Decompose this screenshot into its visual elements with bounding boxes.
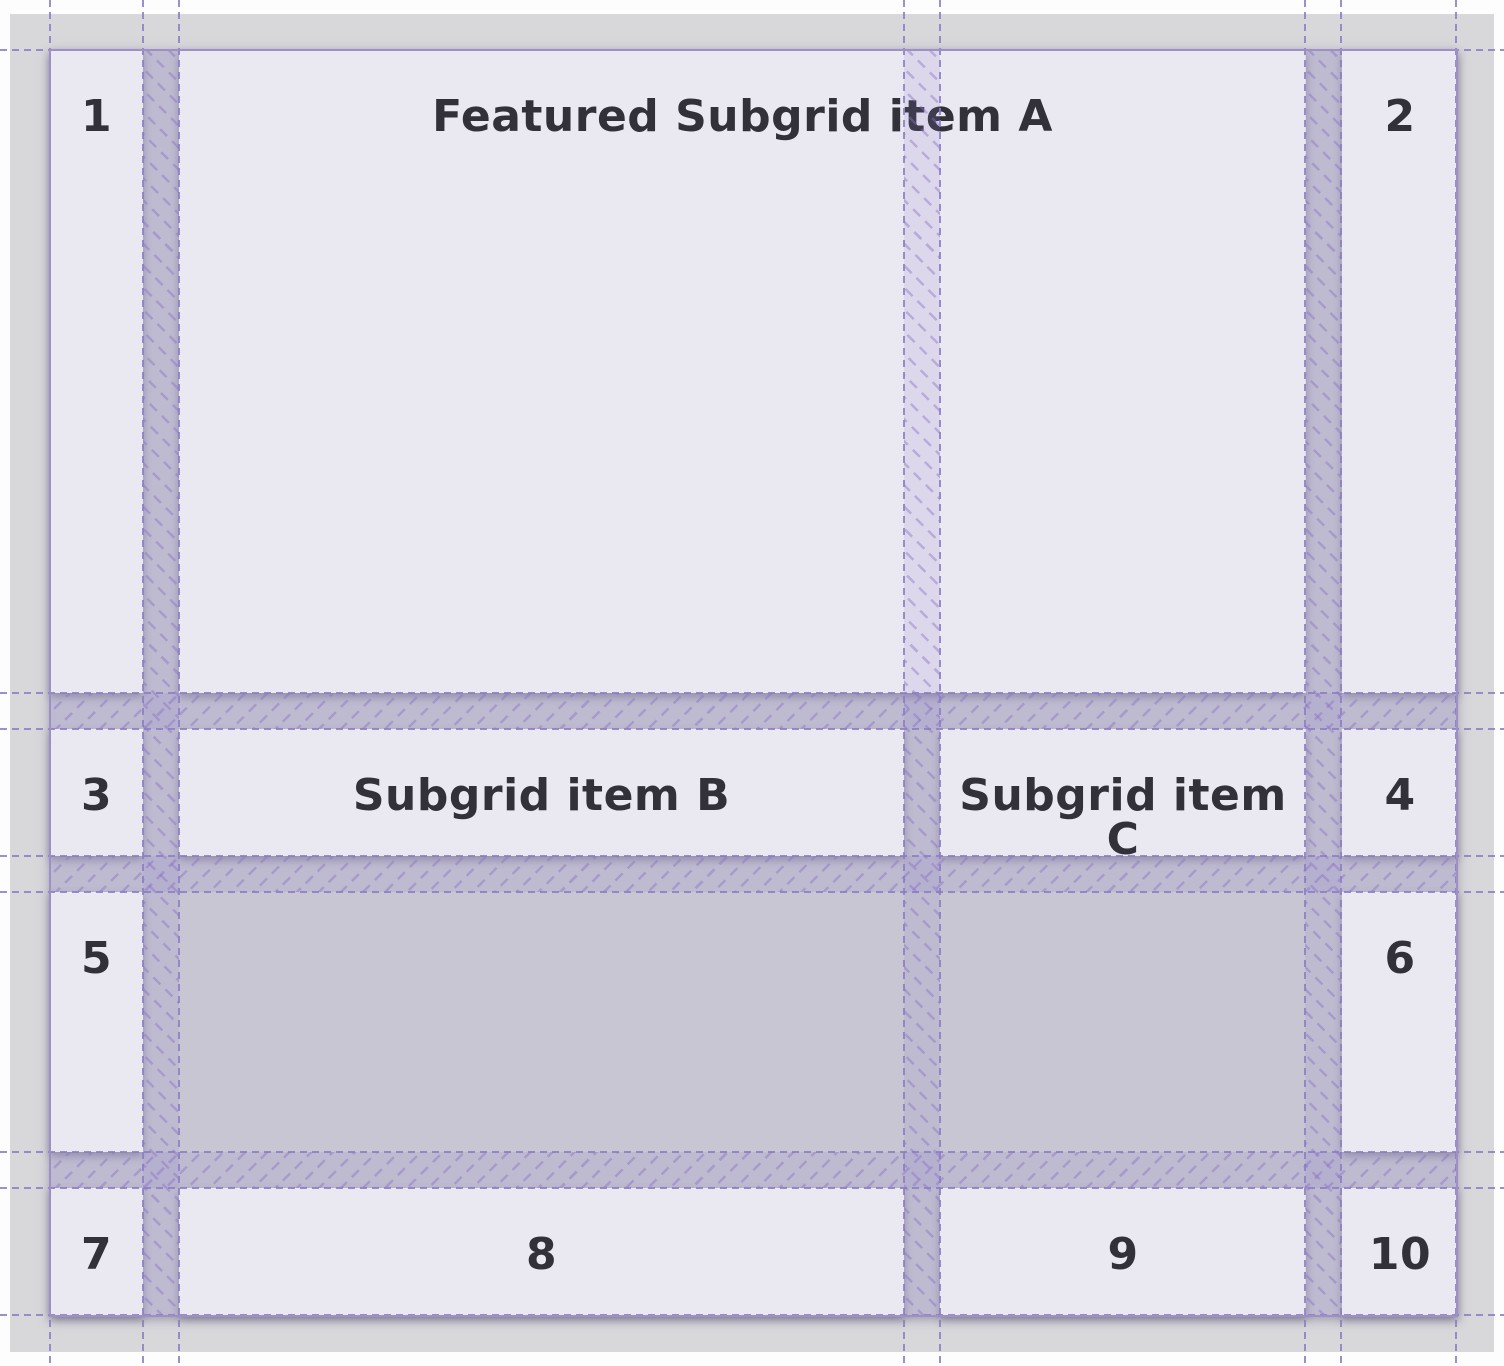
grid-item-label: Subgrid item C: [959, 770, 1287, 865]
grid-item-label: 5: [80, 933, 113, 984]
grid-item-3: 3: [50, 729, 143, 856]
grid-item-label: 4: [1384, 770, 1416, 821]
grid-item-label: 6: [1384, 933, 1416, 984]
grid-item-2: 2: [1342, 50, 1458, 693]
grid-item-7: 7: [50, 1188, 143, 1316]
grid-item-9: 9: [940, 1188, 1306, 1316]
grid-item-label: 7: [80, 1229, 113, 1280]
grid-item-4: 4: [1342, 729, 1458, 856]
grid-item-label: Featured Subgrid item A: [432, 91, 1053, 142]
grid-item-8: 8: [179, 1188, 904, 1316]
grid-item-label: 1: [80, 91, 113, 142]
grid-item-5: 5: [50, 892, 143, 1152]
grid-item-label: 10: [1368, 1229, 1432, 1280]
grid-item-10: 10: [1342, 1188, 1458, 1316]
grid-item-label: 9: [1107, 1229, 1139, 1280]
grid-item-subgrid-c: Subgrid item C: [940, 729, 1306, 862]
grid-item-1: 1: [50, 50, 143, 693]
grid-container: 1 Featured Subgrid item A 2 3 Subgrid it…: [50, 50, 1458, 1316]
grid-item-subgrid-b: Subgrid item B: [179, 729, 904, 856]
grid-item-label: 8: [525, 1229, 558, 1280]
grid-item-label: 2: [1384, 91, 1416, 142]
grid-item-label: Subgrid item B: [352, 770, 731, 821]
grid-item-label: 3: [80, 770, 113, 821]
grid-item-featured-a: Featured Subgrid item A: [179, 50, 1306, 693]
grid-item-6: 6: [1342, 892, 1458, 1152]
